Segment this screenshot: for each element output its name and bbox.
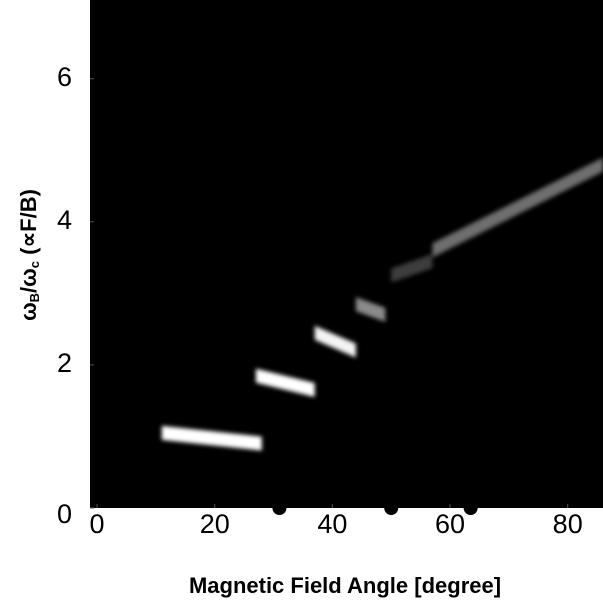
y-label-part: ω: [16, 302, 41, 321]
marker: [463, 501, 478, 515]
x-tick-label: 40: [317, 509, 347, 539]
streak: [391, 254, 433, 283]
y-tick-label: 6: [57, 62, 72, 92]
x-tick-label: 60: [435, 509, 465, 539]
marker: [90, 429, 105, 444]
marker: [90, 143, 105, 158]
y-label-part: c: [27, 261, 42, 268]
y-tick-label: 4: [57, 205, 72, 235]
plot: 0 20 40 60 80 0 2 4 6: [57, 0, 603, 539]
plot-background: [90, 0, 603, 508]
y-label-part: B: [27, 293, 42, 302]
marker: [90, 286, 105, 301]
marker: [90, 71, 105, 86]
y-label-part: /ω: [16, 268, 41, 293]
x-tick-label: 80: [553, 509, 583, 539]
streak: [432, 157, 603, 258]
y-axis-label: ωB/ωc (∝F/B): [16, 189, 43, 321]
y-tick-label: 2: [57, 348, 72, 378]
y-tick-label: 0: [57, 499, 72, 529]
x-tick-label: 0: [90, 509, 105, 539]
streak: [255, 368, 315, 397]
y-label-part: (∝F/B): [16, 189, 41, 261]
streak: [314, 325, 356, 358]
marker: [90, 214, 105, 229]
streak: [161, 425, 262, 451]
marker: [90, 357, 105, 372]
marker: [272, 501, 287, 515]
streak: [355, 297, 386, 322]
x-tick-label: 20: [200, 509, 230, 539]
marker: [384, 501, 399, 515]
x-axis-label: Magnetic Field Angle [degree]: [189, 573, 501, 598]
